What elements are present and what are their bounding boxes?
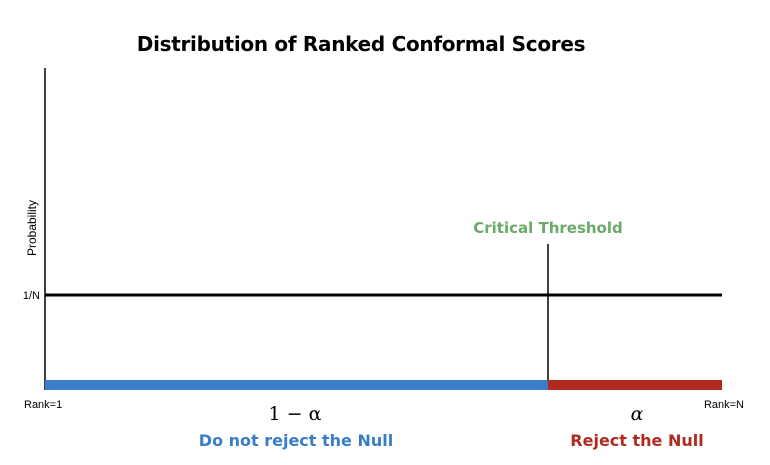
reject-region-label: Reject the Null [570,431,703,450]
chart-title: Distribution of Ranked Conformal Scores [136,32,586,56]
x-label-rank-1: Rank=1 [24,399,62,411]
reject-region-bar [548,380,722,390]
accept-region-label: Do not reject the Null [199,431,393,450]
reject-region-math: α [631,403,644,425]
accept-region-math: 1 − α [269,403,322,425]
accept-region-bar [45,380,548,390]
critical-threshold-label: Critical Threshold [473,219,623,237]
y-axis-label: Probability [25,200,39,256]
x-label-rank-n: Rank=N [704,399,744,411]
y-tick-1-over-n: 1/N [23,290,40,302]
